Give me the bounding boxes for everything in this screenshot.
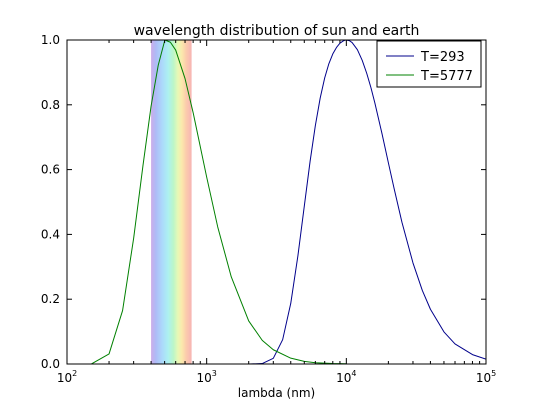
x-tick-label: 103: [196, 369, 216, 385]
y-tick-label: 1.0: [41, 33, 60, 47]
x-tick-label: 104: [336, 369, 356, 385]
ticks-layer: 0.0 0.2 0.4 0.6 0.8 1.0 102 103 104 105: [41, 33, 496, 385]
series-layer: [67, 40, 486, 364]
y-tick-label: 0.2: [41, 292, 60, 306]
series-line-t5777: [67, 40, 347, 364]
y-tick-label: 0.6: [41, 163, 60, 177]
plot-frame: [66, 39, 487, 365]
y-tick-label: 0.0: [41, 357, 60, 371]
x-tick-label: 105: [476, 369, 496, 385]
legend: T=293 T=5777: [376, 40, 482, 88]
y-tick-label: 0.4: [41, 227, 60, 241]
x-axis-label: lambda (nm): [238, 386, 315, 400]
y-tick-label: 0.8: [41, 98, 60, 112]
legend-box: [376, 40, 482, 88]
legend-label-t293: T=293: [420, 50, 465, 65]
series-line-t293: [248, 40, 486, 364]
legend-label-t5777: T=5777: [420, 69, 473, 84]
visible-spectrum-band: [151, 40, 192, 364]
chart-title: wavelength distribution of sun and earth: [134, 23, 420, 39]
x-tick-label: 102: [57, 369, 77, 385]
